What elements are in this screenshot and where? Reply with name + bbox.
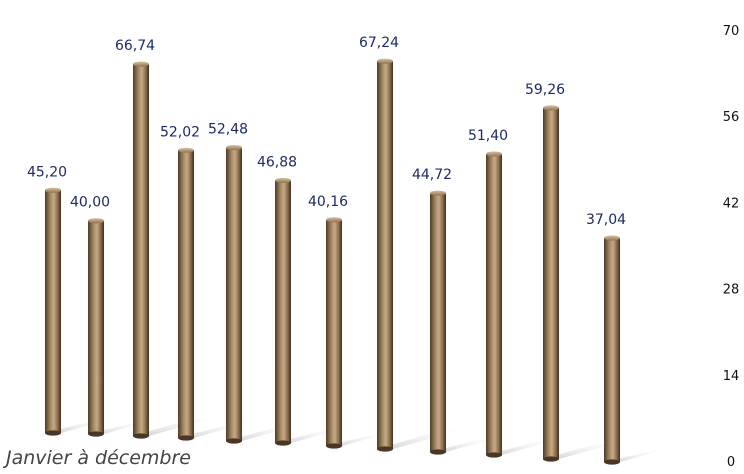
bar-top-cap [45,187,61,193]
bar-top-cap [604,235,620,241]
bar-top-cap [430,190,446,196]
bar-bottom-cap [377,446,393,452]
bar-top-cap [133,61,149,67]
bar-shadow [604,447,672,462]
bar [430,193,446,452]
bar-bottom-cap [133,433,149,439]
data-label: 67,24 [359,35,399,51]
bar-bottom-cap [604,459,620,465]
data-label: 37,04 [586,212,626,228]
bar-top-cap [226,145,242,151]
bar [45,190,61,433]
data-label: 51,40 [468,128,508,144]
bar-top-cap [178,147,194,153]
data-label: 46,88 [257,154,297,170]
data-label: 59,26 [525,82,565,98]
data-label: 52,48 [208,122,248,138]
bar-bottom-cap [178,435,194,441]
data-label: 66,74 [115,38,155,54]
bar-shadow [430,435,505,452]
data-label: 45,20 [27,164,67,180]
y-tick-label: 42 [723,196,740,211]
bar-top-cap [486,151,502,157]
bar [543,107,559,460]
bar [178,150,194,438]
bar-top-cap [326,217,342,223]
bar-top-cap [377,58,393,64]
bar [88,220,104,434]
y-tick-label: 14 [723,369,740,384]
y-tick-label: 70 [723,24,740,39]
bar-shadow [377,427,472,449]
bar [604,238,620,462]
bar [486,153,502,455]
bar [326,219,342,446]
bar-bottom-cap [226,438,242,444]
x-axis-label: Janvier à décembre [6,447,191,469]
bar-bottom-cap [430,449,446,455]
bar-bottom-cap [543,456,559,462]
data-label: 40,00 [70,195,110,211]
bar-top-cap [543,105,559,111]
bar-bottom-cap [275,440,291,446]
bar-bottom-cap [45,430,61,436]
y-tick-label: 56 [723,110,740,125]
y-tick-label: 0 [727,455,735,470]
data-label: 40,16 [308,194,348,210]
bar [275,180,291,443]
bar-top-cap [88,218,104,224]
bar-bottom-cap [326,443,342,449]
data-label: 52,02 [160,124,200,140]
bar [226,147,242,442]
bar [133,64,149,436]
bar [377,61,393,450]
bar-bottom-cap [486,452,502,458]
bar-top-cap [275,177,291,184]
data-label: 44,72 [412,167,452,183]
bar-bottom-cap [88,431,104,437]
y-tick-label: 28 [723,283,740,298]
